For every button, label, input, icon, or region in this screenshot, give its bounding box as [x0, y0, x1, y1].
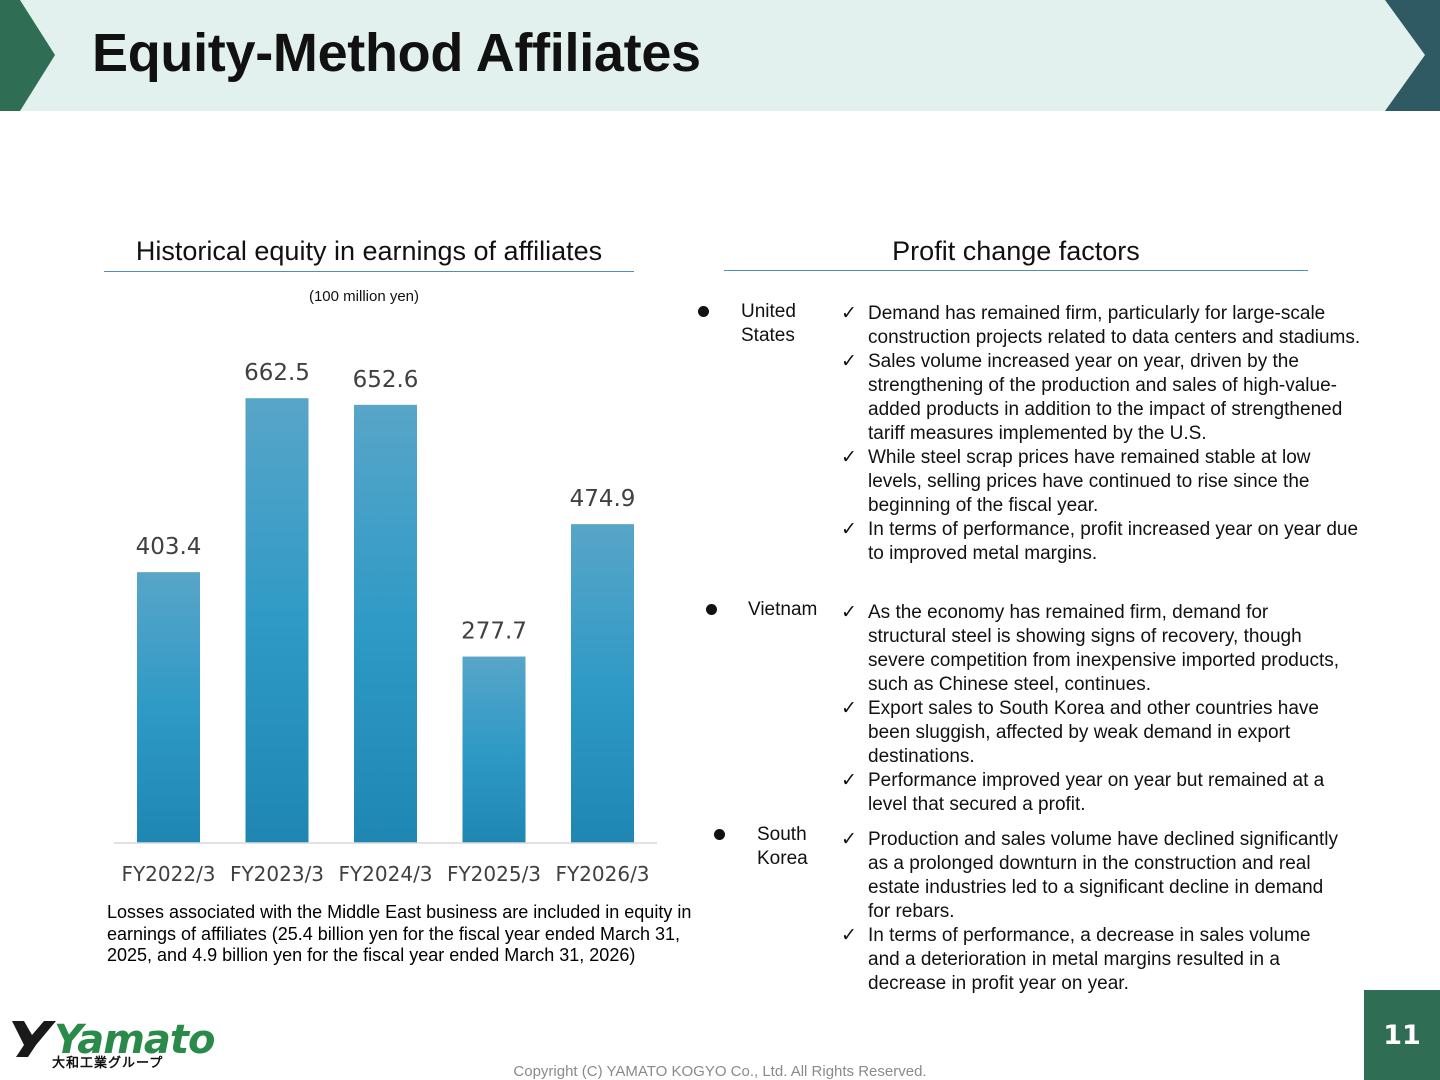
data-label: 277.7 [461, 619, 527, 645]
region-points: ✓ Demand has remained firm, particularly … [841, 302, 1361, 566]
chart-unit-label: (100 million yen) [308, 288, 420, 305]
list-item: ✓ Demand has remained firm, particularly … [841, 302, 1361, 350]
logo-wordmark: Yamato [54, 1017, 215, 1063]
chart-heading-rule [104, 271, 634, 272]
yamato-logo: Yamato [12, 1017, 216, 1063]
data-label: 662.5 [244, 360, 310, 386]
banner-shape [0, 0, 1440, 111]
factors-heading: Profit change factors [892, 236, 1140, 266]
copyright-text: Copyright (C) YAMATO KOGYO Co., Ltd. All… [513, 1063, 927, 1080]
point-text: Demand has remained firm, particularly f… [868, 303, 1361, 348]
chart-heading: Historical equity in earnings of affilia… [135, 236, 603, 266]
x-tick-label: FY2022/3 [121, 862, 215, 886]
point-text: In terms of performance, a decrease in s… [868, 925, 1311, 994]
header-banner: Equity-Method Affiliates [0, 0, 1440, 111]
bar-fy2025-3 [462, 656, 526, 843]
x-tick-label: FY2023/3 [230, 862, 324, 886]
logo-subtitle: 大和工業グループ [52, 1055, 164, 1070]
region-name: South Korea [757, 824, 808, 869]
bar-chart: 403.4 FY2022/3 662.5 FY2023/3 652.6 FY2024/3 2… [114, 360, 657, 886]
chart-footnote: Losses associated with the Middle East b… [107, 902, 692, 965]
point-text: Sales volume increased year on year, dri… [868, 351, 1343, 444]
bullet-dot-icon [714, 829, 725, 840]
check-icon: ✓ [841, 770, 857, 791]
banner-right-arrow [1385, 0, 1440, 111]
check-icon: ✓ [841, 829, 857, 850]
x-tick-label: FY2024/3 [338, 862, 432, 886]
point-text: Production and sales volume have decline… [868, 829, 1338, 922]
point-text: While steel scrap prices have remained s… [868, 447, 1311, 516]
page-number-box: 11 [1364, 990, 1440, 1080]
data-label: 652.6 [353, 367, 419, 393]
check-icon: ✓ [841, 698, 857, 719]
x-tick-label: FY2026/3 [555, 862, 649, 886]
check-icon: ✓ [841, 519, 857, 540]
point-text: As the economy has remained firm, demand… [868, 602, 1340, 695]
point-text: Performance improved year on year but re… [868, 770, 1325, 815]
bar-fy2023-3 [245, 398, 309, 843]
bar-fy2024-3 [354, 404, 417, 843]
list-item: ✓ As the economy has remained firm, deman… [841, 601, 1341, 697]
data-label: 474.9 [570, 486, 636, 512]
check-icon: ✓ [841, 303, 857, 324]
list-item: ✓ Performance improved year on year but r… [841, 769, 1341, 817]
list-item: ✓ Production and sales volume have declin… [841, 828, 1341, 924]
factors-heading-rule [724, 270, 1308, 271]
check-icon: ✓ [841, 447, 857, 468]
region-points: ✓ As the economy has remained firm, deman… [841, 601, 1341, 817]
list-item: ✓ In terms of performance, profit increas… [841, 518, 1361, 566]
check-icon: ✓ [841, 925, 857, 946]
list-item: ✓ In terms of performance, a decrease in … [841, 924, 1341, 996]
region-points: ✓ Production and sales volume have declin… [841, 828, 1341, 996]
bullet-dot-icon [698, 306, 709, 317]
page-title: Equity-Method Affiliates [92, 23, 701, 83]
bar-fy2026-3 [571, 524, 634, 843]
x-tick-label: FY2025/3 [447, 862, 541, 886]
region-name: Vietnam [748, 599, 818, 620]
data-label: 403.4 [136, 534, 202, 560]
point-text: Export sales to South Korea and other co… [868, 698, 1319, 767]
check-icon: ✓ [841, 351, 857, 372]
list-item: ✓ Export sales to South Korea and other c… [841, 697, 1341, 769]
region-name: United States [741, 301, 796, 346]
banner-left-arrow [0, 0, 55, 111]
check-icon: ✓ [841, 602, 857, 623]
list-item: ✓ While steel scrap prices have remained … [841, 446, 1361, 518]
bar-fy2022-3 [137, 572, 200, 843]
list-item: ✓ Sales volume increased year on year, dr… [841, 350, 1361, 446]
page-number: 11 [1383, 1020, 1421, 1051]
bullet-dot-icon [706, 604, 717, 615]
point-text: In terms of performance, profit increase… [868, 519, 1359, 564]
